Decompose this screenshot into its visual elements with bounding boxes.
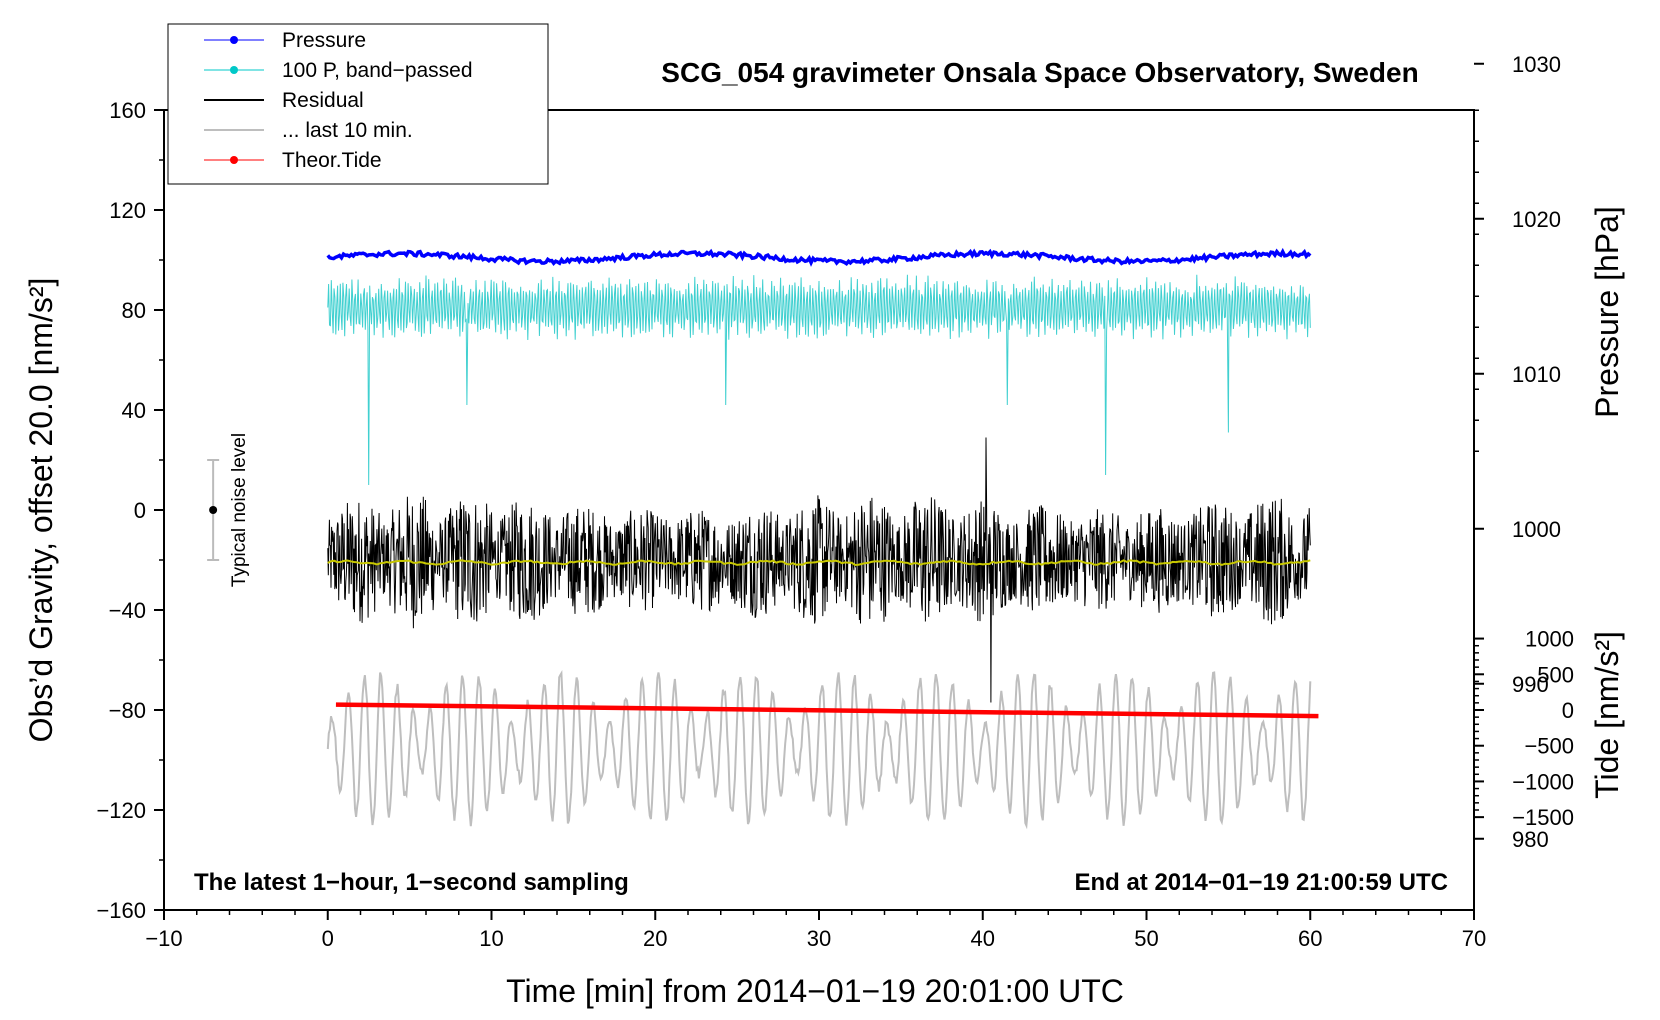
x-tick-label-5: 40 bbox=[971, 926, 995, 951]
pressure-axis-ticks: 1030 1020 1010 1000 990 980 bbox=[1474, 52, 1561, 852]
y-tick-label-1: 120 bbox=[109, 198, 146, 223]
noise-label: Typical noise level bbox=[229, 433, 250, 587]
y-axis-ticks: 160 120 80 40 0 −40 −80 −120 −160 bbox=[96, 98, 164, 923]
residual-smoothed-line bbox=[327, 559, 1311, 567]
x-tick-label-7: 60 bbox=[1298, 926, 1322, 951]
y-tick-label-0: 160 bbox=[109, 98, 146, 123]
x-axis-label: Time [min] from 2014−01−19 20:01:00 UTC bbox=[506, 973, 1124, 1009]
y-tick-label-3: 40 bbox=[122, 398, 146, 423]
legend: Pressure 100 P, band−passed Residual ... la… bbox=[167, 23, 549, 185]
tide-tick-label-0: 1000 bbox=[1525, 627, 1574, 652]
residual-line bbox=[327, 437, 1311, 703]
x-tick-label-6: 50 bbox=[1134, 926, 1158, 951]
pressure-bandpassed-line bbox=[327, 274, 1311, 486]
y-tick-label-6: −80 bbox=[109, 698, 146, 723]
y-axis-label: Obs’d Gravity, offset 20.0 [nm/s²] bbox=[23, 278, 59, 743]
theoretical-tide-line bbox=[335, 702, 1319, 719]
y-tick-label-4: 0 bbox=[134, 498, 146, 523]
y-tick-label-5: −40 bbox=[109, 598, 146, 623]
tide-tick-label-1: 500 bbox=[1537, 662, 1574, 687]
legend-label-1: 100 P, band−passed bbox=[282, 59, 473, 82]
y-tick-label-7: −120 bbox=[96, 798, 146, 823]
pressure-tick-label-5: 980 bbox=[1512, 827, 1549, 852]
pressure-tick-label-2: 1010 bbox=[1512, 362, 1561, 387]
pressure-line bbox=[326, 247, 1312, 267]
x-tick-label-3: 20 bbox=[643, 926, 667, 951]
legend-marker-0 bbox=[230, 36, 238, 44]
pressure-axis-label: Pressure [hPa] bbox=[1589, 206, 1625, 418]
legend-label-3: ... last 10 min. bbox=[282, 119, 413, 142]
pressure-tick-label-3: 1000 bbox=[1512, 517, 1561, 542]
end-time-note: End at 2014−01−19 21:00:59 UTC bbox=[1074, 869, 1448, 896]
legend-label-4: Theor.Tide bbox=[282, 149, 382, 172]
tide-tick-label-2: 0 bbox=[1562, 698, 1574, 723]
tide-axis-ticks: 1000 500 0 −500 −1000 −1500 bbox=[1474, 627, 1574, 830]
series-layer bbox=[326, 247, 1319, 830]
pressure-tick-label-0: 1030 bbox=[1512, 52, 1561, 77]
x-axis-ticks: −10 0 10 20 30 40 50 60 70 bbox=[145, 910, 1486, 951]
tide-tick-label-3: −500 bbox=[1524, 734, 1574, 759]
legend-marker-1 bbox=[230, 66, 238, 74]
y-tick-label-2: 80 bbox=[122, 298, 146, 323]
x-tick-label-4: 30 bbox=[807, 926, 831, 951]
x-tick-label-8: 70 bbox=[1462, 926, 1486, 951]
sampling-note: The latest 1−hour, 1−second sampling bbox=[194, 869, 629, 896]
x-tick-label-2: 10 bbox=[479, 926, 503, 951]
legend-label-2: Residual bbox=[282, 89, 364, 112]
last-10-min-line bbox=[326, 669, 1312, 830]
y-tick-label-8: −160 bbox=[96, 898, 146, 923]
legend-marker-4 bbox=[230, 156, 238, 164]
noise-level-indicator: Typical noise level bbox=[207, 433, 250, 587]
legend-label-0: Pressure bbox=[282, 29, 366, 52]
tide-tick-label-5: −1500 bbox=[1512, 805, 1574, 830]
tide-axis-label: Tide [nm/s²] bbox=[1589, 631, 1625, 799]
pressure-tick-label-4: 990 bbox=[1512, 672, 1549, 697]
chart-title: SCG_054 gravimeter Onsala Space Observat… bbox=[661, 57, 1418, 88]
pressure-tick-label-1: 1020 bbox=[1512, 207, 1561, 232]
x-tick-label-1: 0 bbox=[322, 926, 334, 951]
noise-dot bbox=[209, 506, 218, 514]
x-tick-label-0: −10 bbox=[145, 926, 182, 951]
tide-tick-label-4: −1000 bbox=[1512, 769, 1574, 794]
